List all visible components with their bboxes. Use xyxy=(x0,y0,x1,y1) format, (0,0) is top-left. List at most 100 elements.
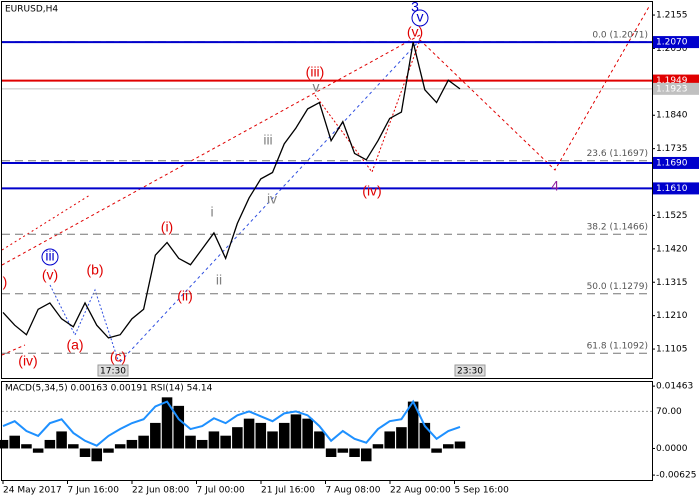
x-tick-label: 7 Jul 00:00 xyxy=(197,486,246,496)
main-panel xyxy=(1,1,653,379)
macd-bar xyxy=(44,439,56,449)
indicator-panel xyxy=(1,381,653,481)
time-label: 17:30 xyxy=(100,367,126,377)
wave-label: (v) xyxy=(407,24,423,40)
channel-line xyxy=(119,39,421,363)
wave-line xyxy=(314,39,421,174)
macd-bar xyxy=(91,448,103,462)
x-tick-label: 5 Sep 16:00 xyxy=(455,486,510,496)
level-label: 1.2070 xyxy=(656,38,688,48)
wave-label: (c) xyxy=(110,349,126,365)
macd-bar xyxy=(407,401,419,449)
macd-bar xyxy=(349,448,360,457)
macd-bar xyxy=(79,448,91,457)
wave-label: v xyxy=(417,9,424,25)
x-tick-label: 21 Jul 16:00 xyxy=(261,486,315,496)
y-tick-label: 1.1735 xyxy=(656,144,688,154)
macd-bar xyxy=(419,422,431,449)
channel-line xyxy=(1,194,91,251)
time-box xyxy=(454,364,486,377)
macd-bar xyxy=(21,444,32,449)
macd-bar xyxy=(314,431,325,449)
price-line xyxy=(2,41,461,339)
wave-label: (b) xyxy=(86,262,103,278)
macd-bar xyxy=(196,439,208,449)
level-label: 1.1949 xyxy=(656,76,688,86)
y-tick-label: -0.00625 xyxy=(656,471,696,481)
level-tag xyxy=(653,182,699,195)
projection-line xyxy=(419,4,651,171)
y-tick-label: 1.2050 xyxy=(656,44,688,54)
macd-bar xyxy=(384,431,395,449)
wave-label: (a) xyxy=(66,337,83,353)
wave-label: i xyxy=(210,204,213,220)
y-tick-label: 1.1315 xyxy=(656,278,688,288)
level-tag xyxy=(653,156,699,169)
macd-bar xyxy=(431,448,442,453)
y-tick-label: 1.1840 xyxy=(656,111,688,121)
x-tick-label: 22 Aug 00:00 xyxy=(390,486,451,496)
y-tick-label: 1.1210 xyxy=(656,311,688,321)
macd-bar xyxy=(325,448,337,457)
level-label: 1.1610 xyxy=(656,184,688,194)
wave-label: iii xyxy=(45,248,54,264)
channel-line xyxy=(1,34,421,266)
macd-bar xyxy=(232,427,243,449)
macd-bar xyxy=(278,422,290,449)
macd-bar xyxy=(372,444,384,449)
macd-bar xyxy=(0,439,9,449)
y2-tick-label: 70.00 xyxy=(656,407,682,417)
macd-bar xyxy=(173,405,185,449)
wave-label: (ii) xyxy=(177,288,193,304)
macd-bar xyxy=(150,422,161,449)
wave-label: ii xyxy=(216,272,222,288)
fib-label: 23.6 (1.1697) xyxy=(587,149,648,159)
wave-line xyxy=(49,284,119,361)
x-tick-label: 24 May 2017 xyxy=(3,486,62,496)
macd-bar xyxy=(185,435,196,449)
fib-label: 0.0 (1.2071) xyxy=(592,30,648,40)
macd-bar xyxy=(302,418,313,449)
wave-label: (iv) xyxy=(18,353,37,369)
macd-bar xyxy=(56,431,67,449)
wave-label: iii xyxy=(263,132,272,148)
macd-bar xyxy=(103,448,114,453)
time-box xyxy=(97,364,129,377)
y-tick-label: 1.1420 xyxy=(656,244,688,254)
macd-bar xyxy=(126,439,138,449)
macd-bar xyxy=(208,431,220,449)
macd-bar xyxy=(337,448,349,453)
wave-label: (i) xyxy=(161,219,173,235)
macd-bar xyxy=(454,441,466,449)
y-tick-label: 1.1525 xyxy=(656,211,688,221)
y-tick-label: 1.1105 xyxy=(656,345,688,355)
level-label: 1.1923 xyxy=(656,84,688,94)
x-tick-label: 7 Aug 08:00 xyxy=(326,486,381,496)
wave-label: (iii) xyxy=(306,64,325,80)
y-tick-label: 0.01463 xyxy=(656,382,693,392)
macd-bar xyxy=(267,431,278,449)
symbol-title: EURUSD,H4 xyxy=(5,5,58,15)
rsi-line xyxy=(2,399,461,447)
macd-bar xyxy=(255,422,267,449)
indicator-title: MACD(5,34,5) 0.00163 0.00191 RSI(14) 54.… xyxy=(5,384,213,394)
wave-label: ) xyxy=(3,274,8,290)
level-tag xyxy=(653,36,699,49)
time-label: 23:30 xyxy=(457,367,483,377)
macd-bar xyxy=(243,418,255,449)
fib-label: 61.8 (1.1092) xyxy=(587,342,648,352)
wave-label: iv xyxy=(267,191,277,207)
macd-bar xyxy=(68,444,79,449)
macd-bar xyxy=(396,427,407,449)
channel-line xyxy=(1,344,26,356)
wave-label: (iv) xyxy=(362,183,381,199)
wave-label: 4 xyxy=(551,178,559,194)
level-tag xyxy=(653,82,699,95)
macd-bar xyxy=(443,444,454,449)
fib-label: 38.2 (1.1466) xyxy=(587,223,648,233)
level-label: 1.1690 xyxy=(656,158,688,168)
macd-bar xyxy=(9,435,20,449)
wave-label: (v) xyxy=(42,267,58,283)
